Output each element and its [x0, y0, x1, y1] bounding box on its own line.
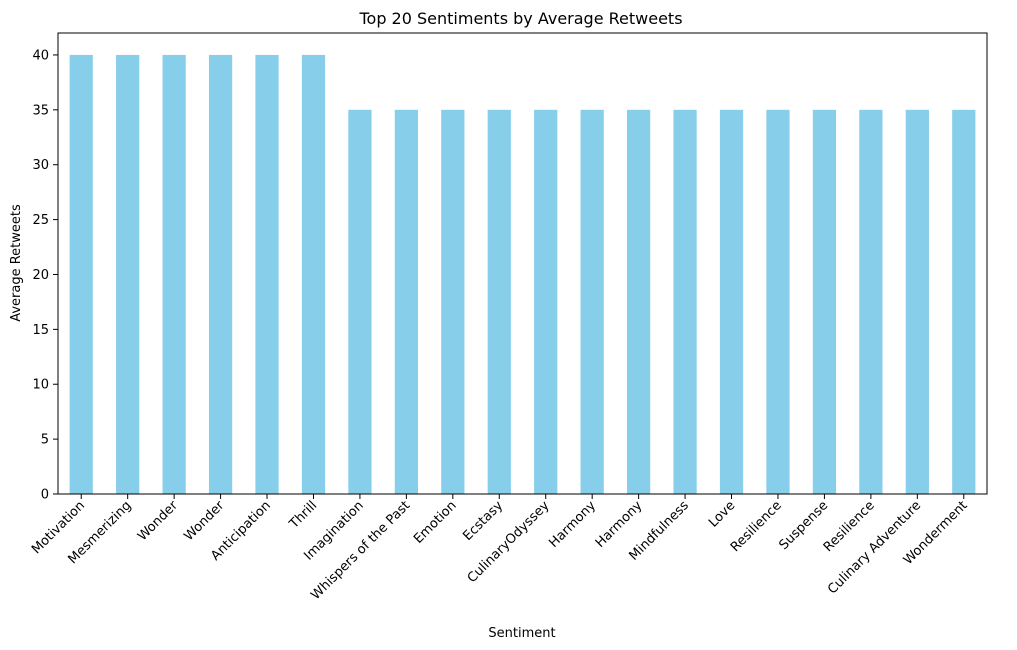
- y-axis-label: Average Retweets: [9, 204, 24, 322]
- bar: [859, 109, 883, 494]
- x-tick-label: Wonder: [135, 498, 181, 544]
- y-tick-label: 0: [41, 488, 49, 503]
- x-tick-label: CulinaryOdyssey: [465, 498, 553, 586]
- bar: [766, 109, 790, 494]
- x-tick-label: Emotion: [411, 498, 460, 547]
- x-tick-label: Love: [706, 498, 738, 530]
- y-tick-label: 25: [32, 213, 49, 228]
- y-tick-label: 5: [41, 433, 49, 448]
- y-tick-label: 20: [32, 268, 49, 283]
- chart-title: Top 20 Sentiments by Average Retweets: [358, 9, 682, 28]
- y-tick-label: 40: [32, 48, 49, 63]
- x-tick-label: Wonder: [182, 498, 228, 544]
- bar: [812, 109, 837, 494]
- y-tick-label: 30: [32, 158, 49, 173]
- y-tick-label: 15: [32, 323, 49, 338]
- x-tick-label: Thrill: [286, 498, 320, 532]
- bars-group: [69, 54, 976, 494]
- x-tick-label: Ecstasy: [460, 498, 506, 544]
- bar: [534, 109, 558, 494]
- y-tick-label: 35: [32, 103, 49, 118]
- bar: [580, 109, 604, 494]
- plot-frame: [57, 32, 988, 495]
- bar: [162, 54, 186, 494]
- bar: [627, 109, 651, 494]
- bar: [441, 109, 465, 494]
- x-axis-label: Sentiment: [488, 626, 555, 641]
- bar: [116, 54, 140, 494]
- x-tick-label: Resilience: [728, 498, 785, 555]
- y-tick-label: 10: [32, 378, 49, 393]
- bar: [487, 109, 511, 494]
- bar: [348, 109, 372, 494]
- bar: [952, 109, 976, 494]
- bar: [255, 54, 279, 494]
- bar: [673, 109, 697, 494]
- x-tick-label: Harmony: [546, 498, 599, 551]
- bar: [394, 109, 418, 494]
- bar: [69, 54, 93, 494]
- y-axis: 0 5 10 15 20 25 30 35 40: [32, 48, 58, 503]
- bar: [208, 54, 233, 494]
- bar: [301, 54, 326, 494]
- bar: [719, 109, 744, 494]
- bar: [905, 109, 929, 494]
